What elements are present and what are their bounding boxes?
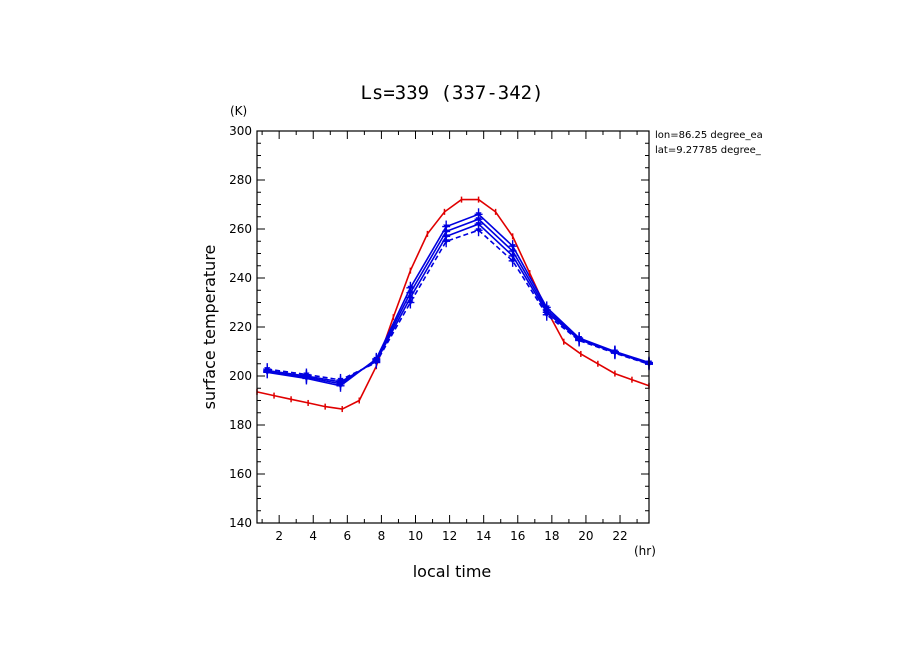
series-point-4 (474, 224, 483, 237)
y-tick-label: 300 (229, 124, 252, 138)
x-tick-label: 4 (309, 529, 317, 543)
series-point-4 (302, 368, 311, 381)
series-point-4 (372, 356, 381, 369)
series-point-4 (575, 334, 584, 347)
x-tick-label: 6 (344, 529, 352, 543)
x-tick-label: 14 (476, 529, 491, 543)
series-point-4 (442, 235, 451, 248)
x-axis-label: local time (413, 562, 492, 581)
annotation-lon: lon=86.25 degree_ea (655, 130, 763, 141)
y-tick-label: 260 (229, 222, 252, 236)
series-point-4 (610, 347, 619, 360)
x-tick-label: 2 (275, 529, 283, 543)
y-tick-label: 240 (229, 271, 252, 285)
series-line-4 (267, 229, 650, 381)
plot-frame (256, 130, 650, 524)
y-unit-label: (K) (230, 104, 247, 118)
annotation-lat: lat=9.27785 degree_ (655, 145, 762, 156)
x-tick-label: 20 (578, 529, 593, 543)
x-tick-label: 16 (510, 529, 525, 543)
y-tick-label: 220 (229, 320, 252, 334)
ticks-group: 140 160 180 200 220 240 260 280 300 2 4 6 8 10 12 14 16 1… (229, 124, 649, 543)
series-line-2 (267, 218, 650, 385)
series-line-3 (267, 223, 650, 383)
y-axis-label: surface temperature (200, 245, 219, 410)
series-point-4 (336, 373, 345, 386)
y-tick-label: 280 (229, 173, 252, 187)
y-tick-label: 160 (229, 467, 252, 481)
series-point-4 (508, 254, 517, 267)
x-tick-label: 12 (442, 529, 457, 543)
x-unit-label: (hr) (634, 544, 656, 558)
series-point-4 (263, 363, 272, 376)
y-tick-label: 200 (229, 369, 252, 383)
y-tick-label: 140 (229, 516, 252, 530)
series-point-4 (406, 296, 415, 309)
y-tick-label: 180 (229, 418, 252, 432)
chart-title: Ls=339 (337-342) (360, 82, 543, 104)
x-tick-label: 22 (612, 529, 627, 543)
series-group (256, 198, 650, 410)
x-tick-label: 8 (378, 529, 386, 543)
x-tick-label: 18 (544, 529, 559, 543)
series-line-0 (256, 198, 650, 410)
series-point-4 (542, 308, 551, 321)
x-tick-label: 10 (408, 529, 423, 543)
